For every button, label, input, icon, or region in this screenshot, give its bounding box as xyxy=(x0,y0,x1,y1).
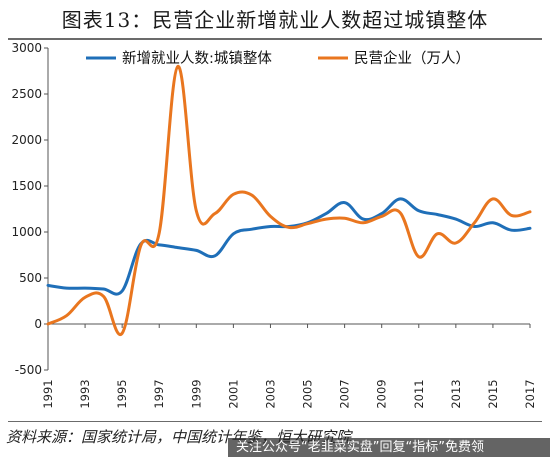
x-tick-label: 2003 xyxy=(263,379,277,408)
x-tick-label: 2017 xyxy=(523,379,537,408)
y-tick-label: 2000 xyxy=(11,133,42,147)
x-tick-label: 1991 xyxy=(41,379,55,408)
series-line-1 xyxy=(46,197,532,296)
title-rule xyxy=(8,38,542,40)
series-line-2 xyxy=(46,64,532,336)
page-title: 图表13：民营企业新增就业人数超过城镇整体 xyxy=(61,8,489,32)
y-tick-label: 1000 xyxy=(11,225,42,239)
x-tick-label: 1993 xyxy=(78,379,92,408)
y-tick-label: 3000 xyxy=(11,41,42,55)
x-tick-label: 1995 xyxy=(115,379,129,408)
x-tick-label: 2005 xyxy=(301,379,315,408)
y-tick-label: 0 xyxy=(34,317,42,331)
legend-label-2: 民营企业（万人） xyxy=(354,49,470,67)
watermark-banner: 关注公众号“老韭菜实盘”回复“指标”免费领 xyxy=(228,438,550,457)
x-tick-label: 2001 xyxy=(226,379,240,408)
source-rule xyxy=(8,421,542,422)
y-tick-label: 1500 xyxy=(11,179,42,193)
title-bar: 图表13：民营企业新增就业人数超过城镇整体 xyxy=(0,0,550,38)
line-chart: -500 0 500 1000 1500 2000 2500 3000 1991 1993 1995… xyxy=(11,41,537,409)
x-tick-label: 1997 xyxy=(152,379,166,408)
y-tick-label: 500 xyxy=(19,271,42,285)
legend-label-1: 新增就业人数:城镇整体 xyxy=(122,50,272,67)
x-tick-label: 2007 xyxy=(338,379,352,408)
x-tick-label: 2013 xyxy=(449,379,463,408)
y-tick-label: 2500 xyxy=(11,87,42,101)
x-tick-label: 2011 xyxy=(412,379,426,408)
x-tick-label: 2009 xyxy=(375,379,389,408)
x-tick-label: 1999 xyxy=(189,379,203,408)
x-tick-label: 2015 xyxy=(486,379,500,408)
y-tick-label: -500 xyxy=(15,363,42,377)
